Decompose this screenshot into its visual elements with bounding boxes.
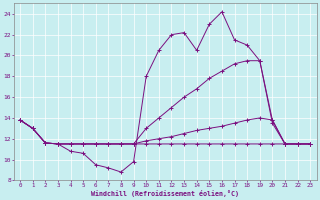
X-axis label: Windchill (Refroidissement éolien,°C): Windchill (Refroidissement éolien,°C) [91,190,239,197]
